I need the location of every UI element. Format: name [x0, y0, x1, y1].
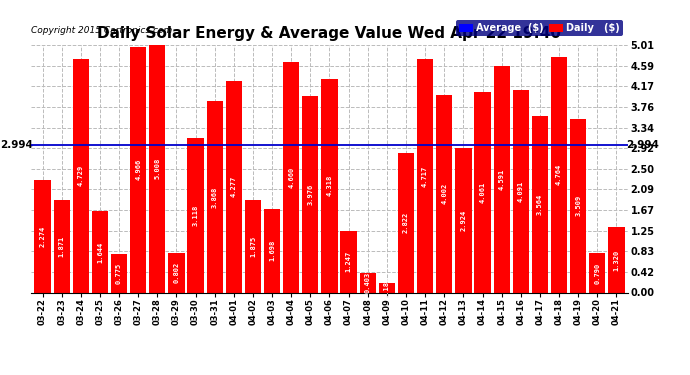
Text: 4.591: 4.591: [499, 168, 504, 190]
Text: 4.318: 4.318: [326, 175, 333, 196]
Text: 1.875: 1.875: [250, 236, 256, 257]
Bar: [168, 253, 184, 292]
Bar: [188, 138, 204, 292]
Bar: [54, 200, 70, 292]
Text: 4.717: 4.717: [422, 165, 428, 187]
Bar: [455, 148, 471, 292]
Bar: [436, 95, 453, 292]
Text: 1.247: 1.247: [346, 251, 352, 272]
Bar: [34, 180, 50, 292]
Text: 2.994: 2.994: [626, 140, 659, 150]
Bar: [379, 283, 395, 292]
Bar: [72, 59, 89, 292]
Bar: [111, 254, 127, 292]
Bar: [283, 62, 299, 292]
Bar: [130, 47, 146, 292]
Bar: [340, 231, 357, 292]
Text: 2.274: 2.274: [39, 226, 46, 247]
Bar: [417, 60, 433, 292]
Bar: [322, 79, 337, 292]
Bar: [245, 200, 261, 292]
Text: 3.976: 3.976: [307, 184, 313, 205]
Bar: [149, 45, 166, 292]
Text: 1.871: 1.871: [59, 236, 65, 257]
Bar: [302, 96, 319, 292]
Text: 4.729: 4.729: [78, 165, 83, 186]
Text: 1.644: 1.644: [97, 241, 103, 262]
Text: 0.802: 0.802: [173, 262, 179, 284]
Text: 1.698: 1.698: [269, 240, 275, 261]
Bar: [570, 119, 586, 292]
Text: 0.189: 0.189: [384, 277, 390, 298]
Bar: [226, 81, 242, 292]
Bar: [475, 92, 491, 292]
Bar: [359, 273, 376, 292]
Title: Daily Solar Energy & Average Value Wed Apr 22 19:40: Daily Solar Energy & Average Value Wed A…: [97, 26, 562, 41]
Text: 2.994: 2.994: [0, 140, 33, 150]
Text: 2.822: 2.822: [403, 212, 409, 233]
Text: 4.091: 4.091: [518, 181, 524, 202]
Bar: [513, 90, 529, 292]
Text: 3.118: 3.118: [193, 205, 199, 226]
Text: 0.790: 0.790: [594, 262, 600, 284]
Bar: [532, 116, 548, 292]
Text: 4.002: 4.002: [441, 183, 447, 204]
Bar: [551, 57, 567, 292]
Bar: [92, 211, 108, 292]
Bar: [609, 227, 624, 292]
Bar: [264, 209, 280, 292]
Bar: [589, 254, 605, 292]
Legend: Average  ($), Daily   ($): Average ($), Daily ($): [456, 20, 623, 36]
Text: 0.403: 0.403: [365, 272, 371, 293]
Bar: [206, 101, 223, 292]
Text: 4.061: 4.061: [480, 182, 486, 203]
Text: 4.764: 4.764: [556, 164, 562, 186]
Text: Copyright 2015 Cartronics.com: Copyright 2015 Cartronics.com: [31, 26, 172, 35]
Text: 3.509: 3.509: [575, 195, 581, 216]
Text: 4.660: 4.660: [288, 167, 294, 188]
Text: 3.868: 3.868: [212, 186, 218, 208]
Text: 3.564: 3.564: [537, 194, 543, 215]
Text: 1.320: 1.320: [613, 249, 620, 270]
Bar: [398, 153, 414, 292]
Bar: [493, 66, 510, 292]
Text: 4.966: 4.966: [135, 159, 141, 180]
Text: 4.277: 4.277: [231, 176, 237, 198]
Text: 0.775: 0.775: [116, 263, 122, 284]
Text: 2.924: 2.924: [460, 210, 466, 231]
Text: 5.008: 5.008: [155, 158, 160, 179]
